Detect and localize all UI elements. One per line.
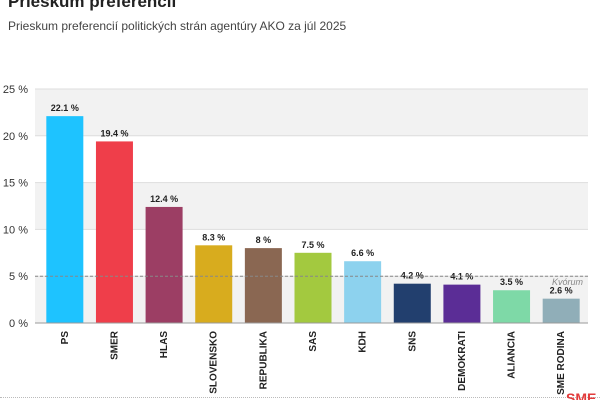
x-tick-label: SAS	[308, 331, 319, 352]
x-tick-label: SMER	[109, 330, 120, 360]
bar-aliancia	[493, 290, 531, 323]
x-tick-label: SME RODINA	[556, 331, 567, 395]
bar-ps	[46, 116, 84, 323]
grid-band	[35, 89, 588, 136]
data-label: 22.1 %	[51, 103, 79, 113]
x-tick-label: SLOVENSKO	[209, 331, 220, 394]
x-tick-label: REPUBLIKA	[258, 331, 269, 389]
bar-sas	[294, 252, 332, 323]
bar-hlas	[145, 206, 183, 323]
brand-logo-text: SME	[566, 391, 596, 400]
bar-demokrati	[443, 284, 481, 323]
bar-slovensko	[195, 245, 233, 323]
y-tick-label: 5 %	[9, 271, 28, 283]
data-label: 8.3 %	[202, 232, 225, 242]
data-label: 6.6 %	[351, 248, 374, 258]
chart-title: Prieskum preferencií	[8, 0, 177, 11]
x-tick-label: KDH	[358, 331, 369, 353]
data-label: 8 %	[256, 235, 272, 245]
data-label: 12.4 %	[150, 194, 178, 204]
footer-divider	[0, 397, 600, 399]
bar-smer	[95, 141, 133, 323]
x-tick-label: SNS	[407, 331, 418, 352]
data-label: 19.4 %	[100, 128, 128, 138]
y-tick-label: 10 %	[3, 224, 28, 236]
threshold-label: Kvórum	[552, 277, 584, 287]
bar-republika	[244, 248, 282, 323]
bar-sns	[393, 283, 431, 323]
bar-sme-rodina	[542, 298, 580, 323]
data-label: 7.5 %	[301, 240, 324, 250]
x-tick-label: HLAS	[159, 331, 170, 359]
y-tick-label: 15 %	[3, 178, 28, 190]
data-label: 2.6 %	[550, 286, 573, 296]
x-tick-label: PS	[60, 331, 71, 345]
y-tick-label: 20 %	[3, 131, 28, 143]
x-tick-label: DEMOKRATI	[457, 331, 468, 391]
y-tick-label: 0 %	[9, 318, 28, 330]
brand-logo: SME	[566, 391, 596, 400]
x-tick-label: ALIANCIA	[507, 331, 518, 379]
chart-subtitle: Prieskum preferencií politických strán a…	[8, 19, 347, 33]
bar-kdh	[344, 261, 382, 323]
y-tick-label: 25 %	[3, 84, 28, 96]
data-label: 4.2 %	[401, 271, 424, 281]
data-label: 3.5 %	[500, 277, 523, 287]
